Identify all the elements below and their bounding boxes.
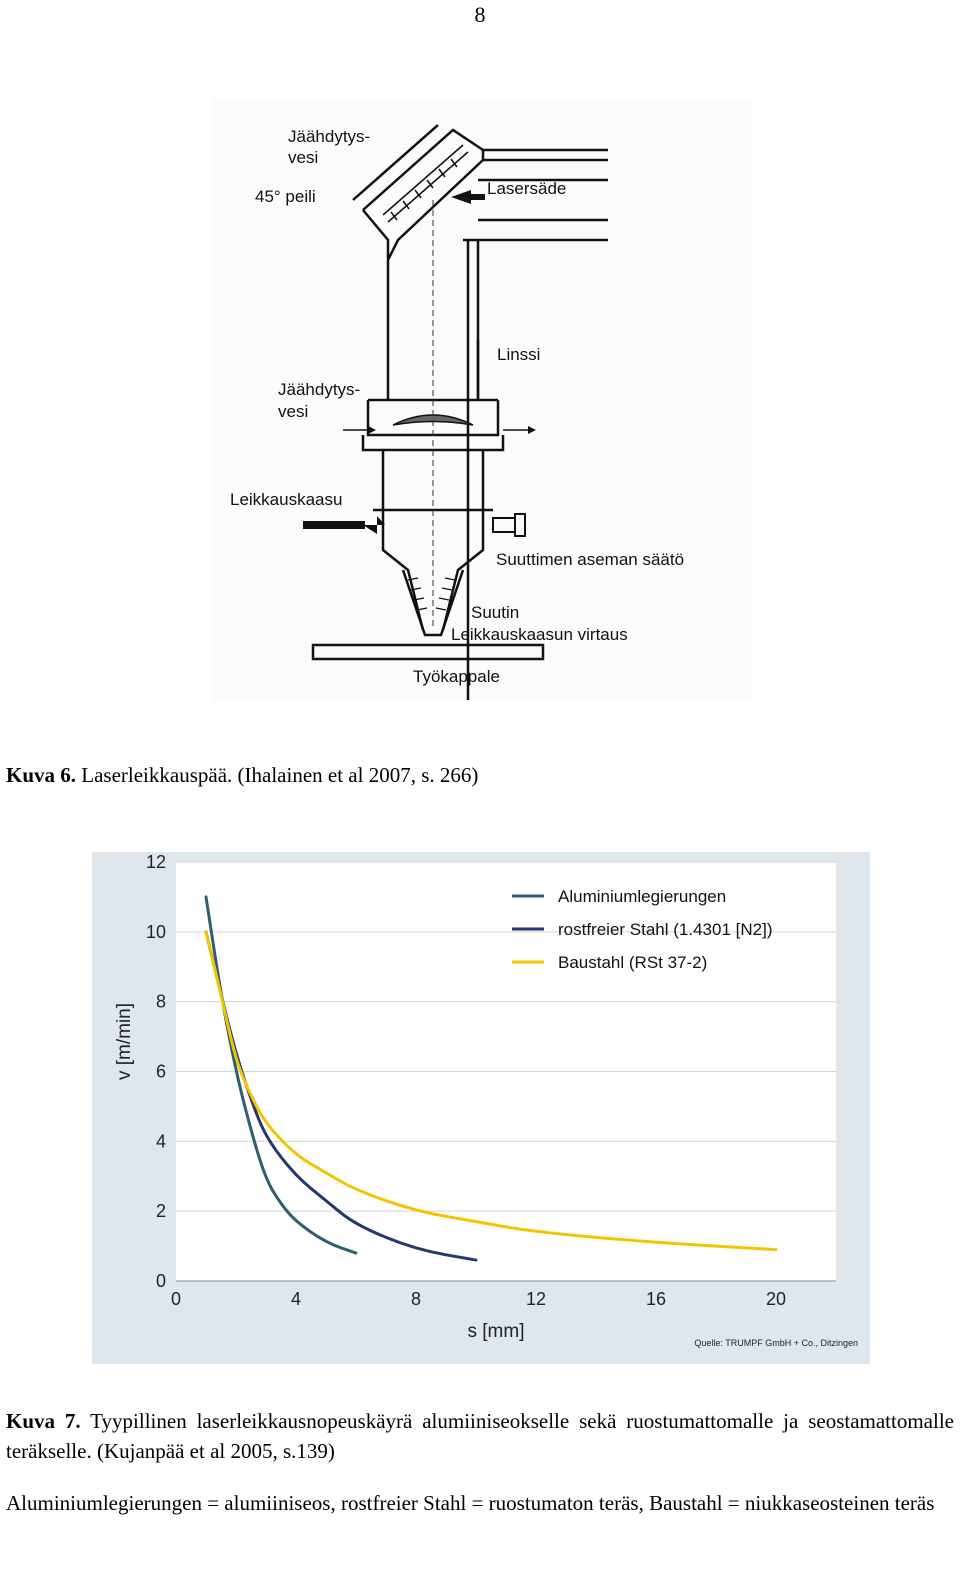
series-line [204, 930, 778, 1252]
legend-label: Baustahl (RSt 37-2) [558, 953, 707, 972]
y-tick-label: 12 [146, 852, 166, 872]
y-tick-label: 0 [156, 1271, 166, 1291]
figure1-caption-number: Kuva 6. [6, 763, 77, 787]
cutting-speed-chart: 0 2 4 6 8 10 12 0 4 8 12 16 20 Aluminiumlegierungen r… [92, 852, 870, 1364]
page-number: 8 [474, 2, 486, 27]
label-mirror: 45° peili [255, 187, 316, 206]
label-cooling-water-top-2: vesi [288, 148, 318, 167]
figure2-caption: Kuva 7. Tyypillinen laserleikkausnopeusk… [6, 1406, 954, 1466]
label-cooling-water-mid-2: vesi [278, 402, 308, 421]
label-cutting-gas: Leikkauskaasu [230, 490, 342, 509]
chart-svg: 0 2 4 6 8 10 12 0 4 8 12 16 20 Aluminiumlegierungen r… [114, 852, 858, 1348]
label-nozzle: Suutin [471, 603, 519, 622]
label-laser-beam: Lasersäde [487, 179, 566, 198]
x-tick-label: 16 [646, 1289, 666, 1309]
label-gas-flow: Leikkauskaasun virtaus [451, 625, 628, 644]
x-tick-label: 20 [766, 1289, 786, 1309]
chart-source: Quelle: TRUMPF GmbH + Co., Ditzingen [694, 1338, 858, 1348]
y-tick-label: 6 [156, 1062, 166, 1082]
x-tick-label: 4 [291, 1289, 301, 1309]
series-line [204, 895, 358, 1255]
y-axis-label: v [m/min] [114, 1003, 135, 1080]
figure1-caption-text: Laserleikkauspää. (Ihalainen et al 2007,… [76, 763, 479, 787]
x-tick-label: 8 [411, 1289, 421, 1309]
y-tick-label: 2 [156, 1201, 166, 1221]
y-tick-label: 8 [156, 992, 166, 1012]
label-workpiece: Työkappale [413, 667, 500, 686]
figure1-caption: Kuva 6. Laserleikkauspää. (Ihalainen et … [6, 760, 478, 790]
x-tick-label: 12 [526, 1289, 546, 1309]
y-tick-label: 10 [146, 922, 166, 942]
legend-label: Aluminiumlegierungen [558, 887, 726, 906]
x-axis-label: s [mm] [468, 1321, 525, 1342]
label-cooling-water-top: Jäähdytys- [288, 127, 370, 146]
figure2-caption-number: Kuva 7. [6, 1409, 81, 1433]
label-nozzle-adjust: Suuttimen aseman säätö [496, 550, 684, 569]
legend-label: rostfreier Stahl (1.4301 [N2]) [558, 920, 772, 939]
label-lens: Linssi [497, 345, 540, 364]
x-tick-label: 0 [171, 1289, 181, 1309]
laser-cutting-head-diagram: Jäähdytys- vesi 45° peili Lasersäde Lins… [213, 100, 753, 700]
label-cooling-water-mid: Jäähdytys- [278, 380, 360, 399]
translation-note: Aluminiumlegierungen = alumiiniseos, ros… [6, 1491, 935, 1515]
y-tick-label: 4 [156, 1131, 166, 1151]
figure2-caption-text: Tyypillinen laserleikkausnopeuskäyrä alu… [6, 1409, 954, 1463]
